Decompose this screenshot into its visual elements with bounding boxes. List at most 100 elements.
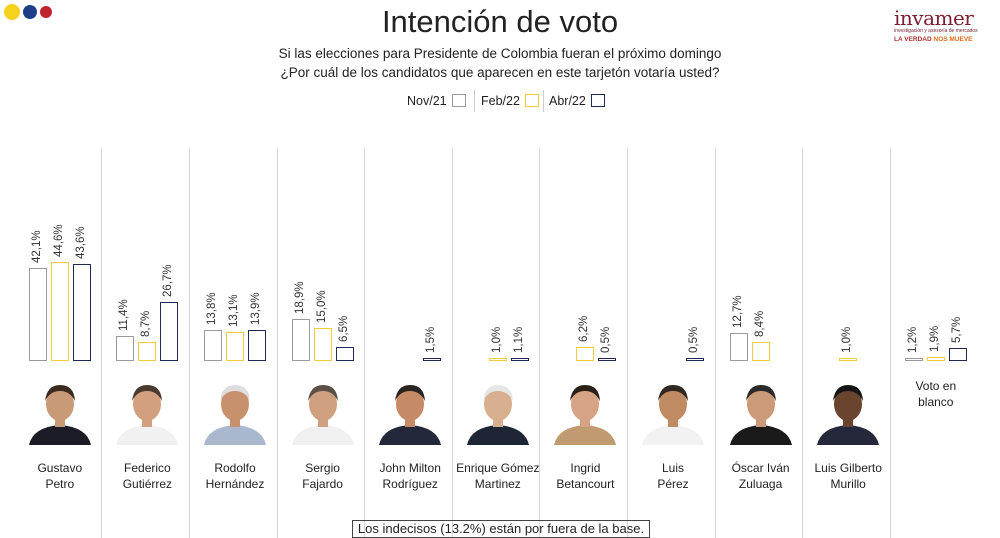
logo-name: invamer [894, 6, 974, 30]
candidate-name: Voto en blanco [893, 378, 979, 410]
candidate-name-line1: Sergio [305, 461, 340, 475]
column-divider [627, 148, 628, 538]
bar-abr-22 [423, 357, 442, 361]
legend-label-nov21: Nov/21 [407, 94, 447, 108]
data-label: 43,6% [74, 226, 87, 260]
candidate-name-line1: Rodolfo [214, 461, 256, 475]
column-divider [364, 148, 365, 538]
column-divider [101, 148, 102, 538]
bar-nov-21 [729, 332, 748, 361]
data-label: 13,1% [228, 294, 240, 327]
data-label: 6,2% [578, 316, 591, 343]
candidate-name-line2: Zuluaga [738, 477, 783, 491]
bar-feb-22 [751, 342, 770, 361]
bar-abr-22 [335, 346, 354, 361]
candidate-name: Luis Gilberto Murillo [805, 460, 891, 492]
candidate-name-line1: Óscar Iván [731, 461, 790, 475]
data-label: 18,9% [293, 281, 306, 315]
bar-feb-22 [226, 331, 244, 361]
data-label: 1,0% [490, 326, 503, 353]
data-label: 1,9% [928, 325, 941, 352]
bar-abr-22 [72, 264, 91, 361]
column-divider [189, 148, 190, 538]
logo-slogan-b: NOS MUEVE [933, 36, 973, 43]
data-label: 15,0% [315, 290, 328, 323]
candidate-name-line2: Fajardo [302, 477, 343, 491]
data-label: 1,2% [906, 326, 919, 353]
candidate-name-line2: Betancourt [556, 477, 615, 491]
legend-item-feb22: Feb/22 [481, 94, 539, 108]
bar-feb-22 [576, 347, 595, 361]
bar-abr-22 [686, 358, 704, 361]
chart-legend: Nov/21 Feb/22 Abr/22 [0, 90, 1000, 112]
candidate-name-line1: Gustavo [37, 461, 83, 475]
bar-nov-21 [116, 335, 135, 361]
candidate-name-line1: Luis [661, 461, 684, 475]
bar-nov-21 [28, 267, 47, 361]
candidate-name-line2: Murillo [830, 477, 866, 491]
candidate-name: Federico Gutiérrez [104, 460, 190, 492]
candidate-name: Ingrid Betancourt [542, 460, 628, 492]
legend-item-nov21: Nov/21 [407, 94, 466, 108]
candidate-name-line1: John Milton [379, 461, 441, 475]
candidate-name-line2: Hernández [205, 477, 265, 491]
candidate-name: Enrique Gómez Martinez [455, 460, 541, 492]
data-label: 13,9% [250, 292, 262, 326]
data-label: 0,5% [688, 326, 700, 353]
john-milton-rodriguez-photo [375, 377, 445, 445]
chart-subtitle-line2: ¿Por cuál de los candidatos que aparecen… [280, 65, 720, 80]
column-divider [539, 148, 540, 538]
luis-gilberto-murillo-photo [813, 377, 883, 445]
bar-feb-22 [488, 358, 507, 361]
data-label: 1,1% [512, 326, 525, 353]
federico-gutierrez-photo [112, 377, 182, 445]
candidate-name-line1: Enrique Gómez [456, 461, 540, 475]
column-divider [452, 148, 453, 538]
candidate-name-line2: Petro [45, 477, 75, 491]
oscar-ivan-zuluaga-photo [726, 377, 796, 445]
data-label: 26,7% [162, 264, 175, 297]
bar-feb-22 [839, 358, 858, 361]
bar-feb-22 [50, 261, 69, 361]
data-label: 6,5% [337, 315, 350, 342]
chart-title: Intención de voto [381, 4, 619, 39]
candidate-name: Gustavo Petro [17, 460, 103, 492]
blue-dot-icon [23, 5, 37, 19]
data-label: 13,8% [206, 292, 218, 326]
bar-feb-22 [926, 356, 945, 361]
bar-abr-22 [510, 358, 529, 361]
column-divider [890, 148, 891, 538]
column-divider [802, 148, 803, 538]
legend-swatch-nov21 [451, 94, 466, 107]
data-label: 1,0% [841, 326, 854, 353]
bar-abr-22 [248, 330, 266, 361]
luis-perez-photo [638, 377, 708, 445]
candidate-name: Sergio Fajardo [280, 460, 366, 492]
enrique-gomez-martinez-photo [463, 377, 533, 445]
bar-abr-22 [598, 358, 617, 361]
data-label: 44,6% [52, 224, 65, 257]
candidate-name: Óscar Iván Zuluaga [718, 460, 804, 492]
candidate-name-line1: Voto en [915, 379, 957, 393]
ingrid-betancourt-photo [550, 377, 620, 445]
sergio-fajardo-photo [288, 377, 358, 445]
legend-swatch-abr22 [590, 94, 605, 107]
logo-slogan: LA VERDAD NOS MUEVE [894, 36, 994, 43]
data-label: 12,7% [731, 295, 744, 328]
candidate-name-line2: blanco [918, 395, 954, 409]
legend-divider [543, 90, 544, 112]
candidate-name-line2: Martinez [474, 477, 521, 491]
invamer-logo: invamer investigación y asesoría de merc… [894, 6, 994, 43]
footnote: Los indecisos (13.2%) están por fuera de… [352, 520, 650, 538]
bar-feb-22 [138, 341, 157, 361]
data-label: 8,4% [753, 311, 766, 338]
legend-label-abr22: Abr/22 [549, 94, 586, 108]
candidate-name: Luis Pérez [630, 460, 716, 492]
bar-nov-21 [291, 319, 310, 361]
candidate-name-line2: Pérez [657, 477, 689, 491]
candidate-name-line1: Ingrid [570, 461, 601, 475]
yellow-dot-icon [4, 4, 20, 20]
candidate-name: John Milton Rodríguez [367, 460, 453, 492]
candidate-name-line1: Federico [124, 461, 171, 475]
bar-abr-22 [948, 348, 967, 361]
